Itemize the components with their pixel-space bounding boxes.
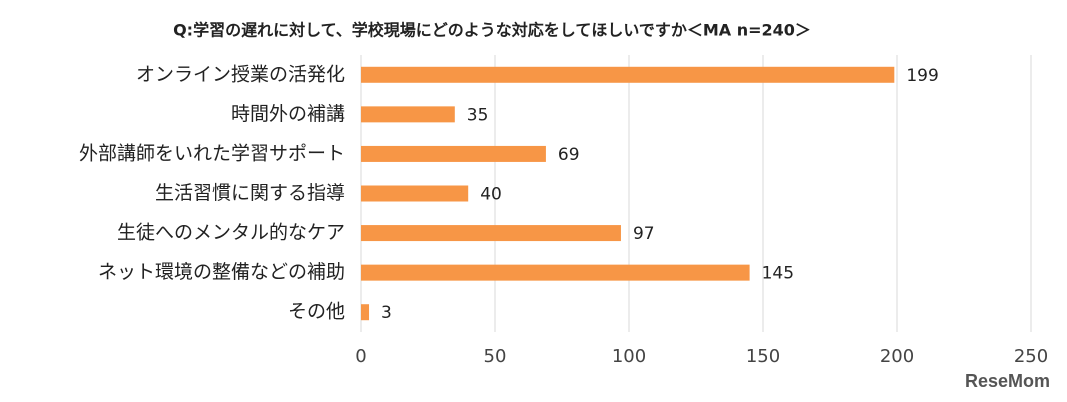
- y-tick-label: ネット環境の整備などの補助: [98, 261, 345, 283]
- value-label: 40: [480, 185, 502, 205]
- value-label: 35: [467, 105, 489, 125]
- y-tick-label: 生徒へのメンタル的なケア: [117, 222, 345, 244]
- bar: [361, 145, 546, 162]
- x-tick-label: 150: [746, 346, 780, 367]
- x-tick-label: 200: [880, 346, 914, 367]
- chart-title: Q:学習の遅れに対して、学校現場にどのような対応をしてほしいですか＜MA n=2…: [173, 21, 811, 40]
- bar: [361, 106, 455, 123]
- y-tick-label: 生活習慣に関する指導: [155, 182, 345, 204]
- x-tick-label: 100: [612, 346, 646, 367]
- bar: [361, 225, 621, 242]
- x-tick-label: 0: [355, 346, 366, 367]
- bar: [361, 264, 750, 281]
- bar: [361, 304, 370, 321]
- value-label: 3: [381, 303, 392, 323]
- y-tick-label: その他: [288, 301, 345, 323]
- x-tick-label: 250: [1014, 346, 1048, 367]
- x-tick-label: 50: [484, 346, 507, 367]
- bar: [361, 66, 895, 83]
- value-label: 199: [906, 66, 938, 86]
- y-tick-label: 外部講師をいれた学習サポート: [79, 142, 345, 164]
- y-tick-label: オンライン授業の活発化: [136, 63, 345, 85]
- watermark: ReseMom: [965, 371, 1050, 391]
- value-label: 69: [558, 145, 580, 165]
- value-label: 145: [762, 264, 794, 284]
- y-tick-label: 時間外の補講: [231, 103, 345, 125]
- value-label: 97: [633, 224, 655, 244]
- bar: [361, 185, 469, 202]
